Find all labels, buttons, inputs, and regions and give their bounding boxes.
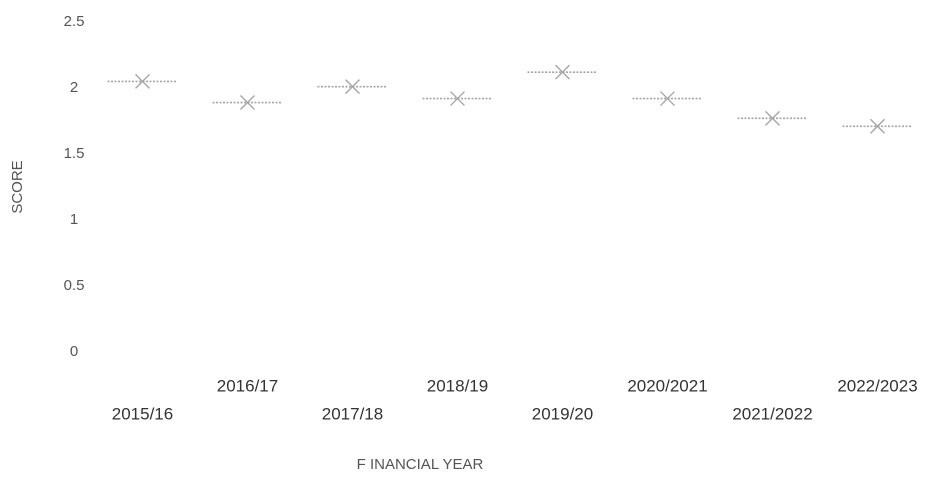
- marker: [345, 79, 360, 95]
- x-tick-label: 2015/16: [112, 404, 173, 423]
- marker: [765, 110, 780, 126]
- x-tick-label: 2016/17: [217, 376, 278, 395]
- marker: [135, 73, 150, 89]
- x-tick-label: 2018/19: [427, 376, 488, 395]
- y-tick-label: 2.5: [64, 13, 85, 30]
- marker: [660, 91, 675, 107]
- y-tick-label: 1.5: [64, 145, 85, 162]
- y-tick-label: 0: [70, 343, 78, 360]
- x-tick-label: 2021/2022: [732, 404, 812, 423]
- x-axis-title: F INANCIAL YEAR: [357, 456, 484, 473]
- marker: [450, 91, 465, 107]
- x-tick-label: 2019/20: [532, 404, 593, 423]
- marker: [240, 95, 255, 111]
- y-tick-label: 0.5: [64, 277, 85, 294]
- y-tick-label: 2: [70, 79, 78, 96]
- y-axis-title: SCORE: [9, 160, 26, 213]
- x-tick-label: 2020/2021: [627, 376, 707, 395]
- x-tick-label: 2017/18: [322, 404, 383, 423]
- marker: [555, 64, 570, 80]
- y-tick-label: 1: [70, 211, 78, 228]
- marker: [870, 118, 885, 134]
- x-tick-label: 2022/2023: [837, 376, 917, 395]
